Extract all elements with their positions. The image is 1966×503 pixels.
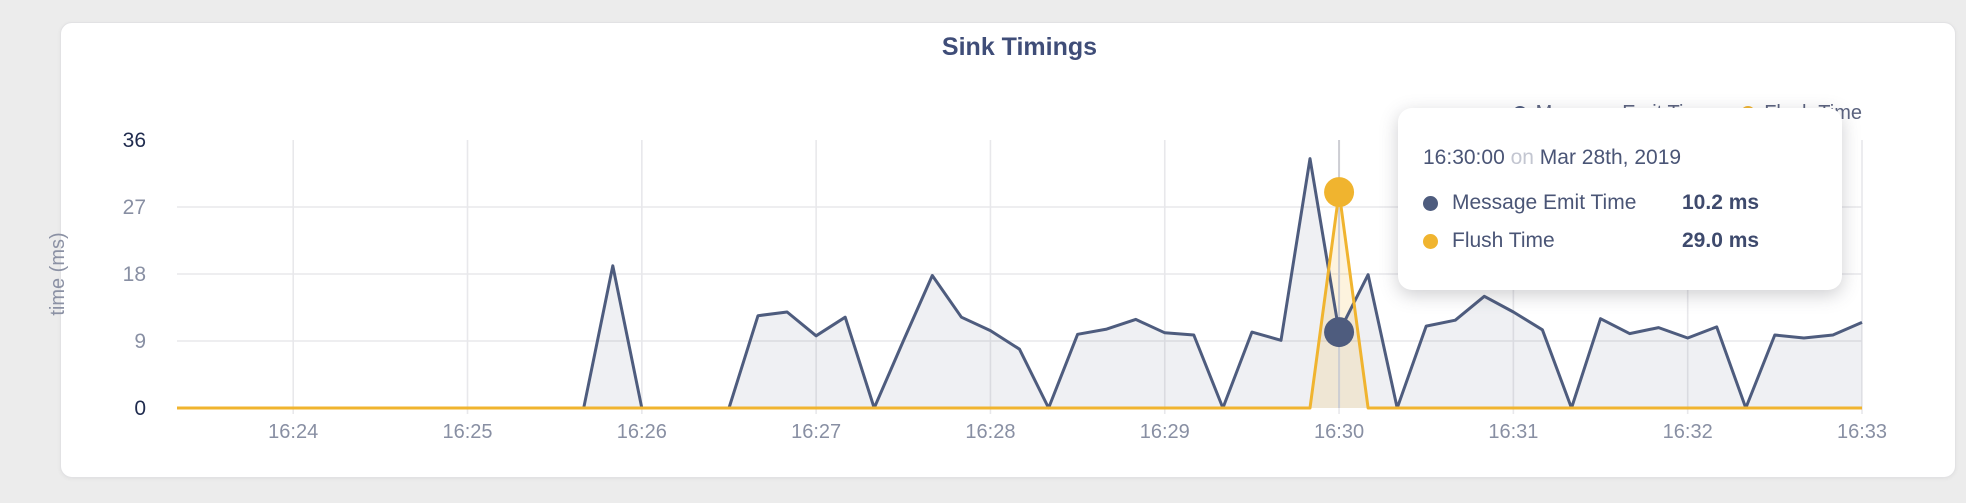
tooltip-dot-emit-icon bbox=[1423, 195, 1438, 211]
x-tick-label: 16:26 bbox=[617, 421, 667, 443]
tooltip-dot-flush-icon bbox=[1423, 233, 1438, 249]
x-tick-label: 16:28 bbox=[965, 421, 1015, 443]
hover-point[interactable] bbox=[1324, 317, 1355, 348]
series-line bbox=[177, 190, 1862, 410]
y-tick-label: 9 bbox=[134, 330, 146, 353]
x-tick-label: 16:33 bbox=[1837, 421, 1887, 443]
y-tick-label: 27 bbox=[123, 196, 146, 219]
tooltip-on-word: on bbox=[1510, 146, 1534, 169]
tooltip-series-label: Message Emit Time bbox=[1452, 191, 1637, 214]
tooltip-row-flush: Flush Time 29.0 ms bbox=[1423, 222, 1817, 260]
x-tick-label: 16:25 bbox=[442, 421, 492, 443]
tooltip-row-emit: Message Emit Time 10.2 ms bbox=[1423, 184, 1817, 222]
hover-point[interactable] bbox=[1324, 177, 1355, 208]
tooltip-title: 16:30:00 on Mar 28th, 2019 bbox=[1423, 146, 1817, 170]
series-area bbox=[177, 158, 1862, 408]
tooltip-time: 16:30:00 bbox=[1423, 146, 1505, 169]
x-tick-label: 16:30 bbox=[1314, 421, 1364, 443]
hover-tooltip: 16:30:00 on Mar 28th, 2019 Message Emit … bbox=[1398, 108, 1842, 290]
y-tick-label: 36 bbox=[123, 129, 146, 152]
x-tick-label: 16:29 bbox=[1140, 421, 1190, 443]
x-tick-label: 16:32 bbox=[1663, 421, 1713, 443]
x-tick-label: 16:27 bbox=[791, 421, 841, 443]
y-tick-label: 0 bbox=[134, 397, 146, 420]
x-tick-label: 16:31 bbox=[1488, 421, 1538, 443]
y-axis-title: time (ms) bbox=[47, 232, 69, 315]
y-tick-label: 18 bbox=[123, 263, 146, 286]
tooltip-series-value: 29.0 ms bbox=[1682, 229, 1760, 252]
tooltip-series-value: 10.2 ms bbox=[1682, 191, 1760, 214]
tooltip-date: Mar 28th, 2019 bbox=[1539, 146, 1682, 169]
tooltip-series-label: Flush Time bbox=[1452, 229, 1555, 252]
x-tick-label: 16:24 bbox=[268, 421, 318, 443]
chart-title: Sink Timings bbox=[941, 33, 1098, 61]
